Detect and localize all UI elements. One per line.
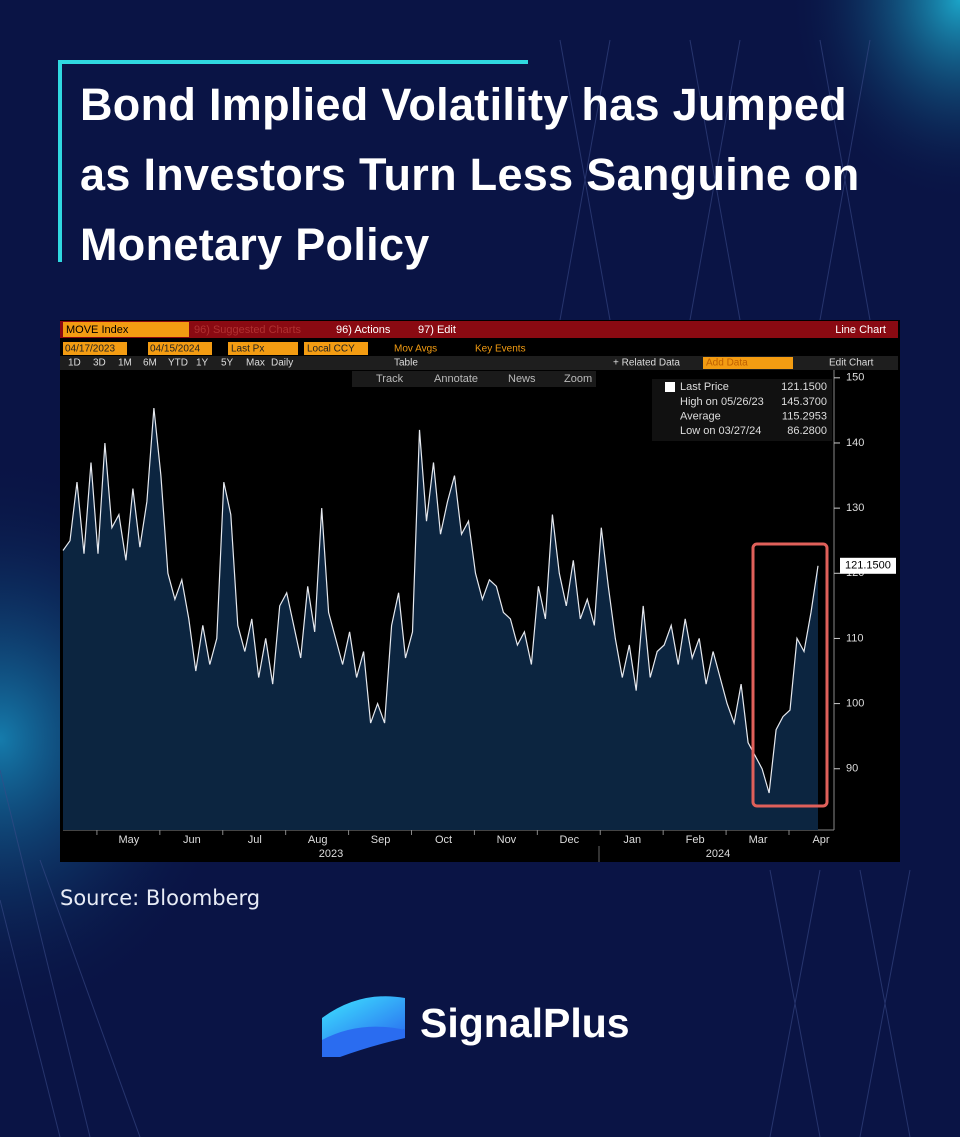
stat-label: High on 05/26/23 [680,396,764,408]
x-tick-label: Nov [497,834,517,846]
area [63,408,818,830]
legend-box [652,379,832,441]
y-tick-label: 130 [846,502,864,514]
stat-value: 86.2800 [787,425,827,437]
period-button[interactable]: 3D [93,358,106,369]
chart-kind: Line Chart [835,324,886,336]
field[interactable]: Last Px [231,344,264,355]
ticker[interactable]: MOVE Index [66,324,129,336]
actions[interactable]: 96) Actions [336,324,391,336]
date-field[interactable] [148,342,212,355]
stat-value: 145.3700 [781,396,827,408]
y-tick-label: 90 [846,763,858,775]
stat-label: Low on 03/27/24 [680,425,761,437]
x-tick-label: Apr [812,834,829,846]
key-events[interactable]: Key Events [475,344,526,355]
y-tick-label: 110 [846,632,864,644]
related-data[interactable]: + Related Data [613,358,680,369]
suggested[interactable]: 96) Suggested Charts [194,324,302,336]
mov-avgs[interactable]: Mov Avgs [394,344,437,355]
period-button[interactable]: YTD [168,358,188,369]
table[interactable]: Table [394,358,418,369]
legend-value: 121.1500 [781,381,827,393]
field-box[interactable] [228,342,298,355]
end-date[interactable]: 04/15/2024 [150,344,200,355]
stat-value: 115.2953 [782,410,827,422]
last-price-label: 121.1500 [845,560,891,572]
x-tick-label: Sep [371,834,391,846]
headline-line: Bond Implied Volatility has Jumped [80,79,847,130]
legend-swatch [665,382,675,392]
tool-button[interactable]: Track [376,373,404,385]
headline: Bond Implied Volatility has Jumped as In… [80,70,860,280]
y-tick-label: 100 [846,698,864,710]
period-button[interactable]: 5Y [221,358,234,369]
currency[interactable]: Local CCY [307,344,355,355]
highlight-box [751,542,829,808]
period-button[interactable]: 6M [143,358,157,369]
x-tick-label: May [119,834,140,846]
edit-chart[interactable]: Edit Chart [829,358,874,369]
x-tick-label: Mar [749,834,768,846]
period-button[interactable]: Max [246,358,265,369]
headline-line: as Investors Turn Less Sanguine on [80,149,860,200]
headline-line: Monetary Policy [80,219,430,270]
period-button[interactable]: 1D [68,358,81,369]
ticker-field [63,322,189,337]
toolbar [60,356,898,370]
start-date[interactable]: 04/17/2023 [65,344,115,355]
period-button[interactable]: Daily [271,358,293,369]
x-tick-label: Oct [435,834,452,846]
tool-button[interactable]: Zoom [564,373,592,385]
tool-button[interactable]: News [508,373,536,385]
line [62,407,819,794]
year-label: 2024 [706,848,730,860]
menu-bar [60,321,898,338]
add-data-box[interactable] [703,357,793,369]
x-tick-label: Dec [560,834,580,846]
y-tick-label: 150 [846,372,864,384]
add-data[interactable]: Add Data [706,358,748,369]
stat-label: Average [680,410,721,422]
edit[interactable]: 97) Edit [418,324,456,336]
x-tick-label: Aug [308,834,328,846]
x-tick-label: Feb [686,834,705,846]
x-tick-label: Jul [248,834,262,846]
legend-label: Last Price [680,381,729,393]
currency-box[interactable] [304,342,368,355]
y-tick-label: 140 [846,437,864,449]
x-tick-label: Jan [623,834,641,846]
x-tick-label: Jun [183,834,201,846]
tool-bar [352,371,596,387]
period-button[interactable]: 1M [118,358,132,369]
tool-button[interactable]: Annotate [434,373,478,385]
source: Source: Bloomberg [60,886,261,910]
period-button[interactable]: 1Y [196,358,209,369]
year-label: 2023 [319,848,343,860]
date-field[interactable] [63,342,127,355]
brand: SignalPlus [420,1000,630,1046]
last-price-tag [840,557,896,574]
